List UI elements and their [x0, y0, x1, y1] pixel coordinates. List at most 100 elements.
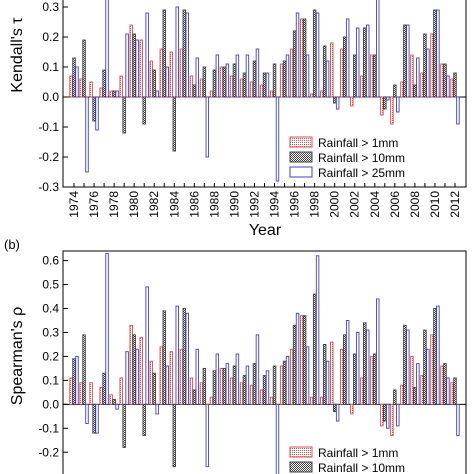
kendall-bar-rainfall-10mm-1988 — [212, 69, 217, 98]
spearman-bar-rainfall-25mm-2011 — [446, 377, 450, 405]
kendall-x-tick-label: 2006 — [388, 191, 402, 218]
kendall-bar-rainfall-25mm-1989 — [225, 63, 230, 98]
spearman-bar-rainfall-1mm-2000 — [330, 341, 334, 405]
kendall-bar-rainfall-1mm-2009 — [420, 72, 424, 98]
spearman-bar-rainfall-1mm-1984 — [169, 351, 174, 405]
spearman-bar-rainfall-1mm-1995 — [279, 365, 284, 405]
spearman-bar-rainfall-10mm-2002 — [353, 353, 357, 405]
kendall-legend-swatch-rainfall-1mm — [289, 136, 313, 148]
kendall-x-tick-label: 1974 — [67, 191, 81, 218]
spearman-bar-rainfall-1mm-2011 — [440, 365, 444, 405]
spearman-bar-rainfall-25mm-1999 — [325, 360, 330, 405]
kendall-bar-rainfall-25mm-1987 — [205, 96, 210, 158]
spearman-bar-rainfall-10mm-1983 — [162, 310, 166, 405]
kendall-bar-rainfall-10mm-1996 — [292, 30, 297, 98]
spearman-bar-rainfall-1mm-1979 — [119, 377, 123, 405]
kendall-bar-rainfall-10mm-1980 — [132, 33, 136, 98]
spearman-bar-rainfall-10mm-1997 — [302, 315, 307, 405]
spearman-bar-rainfall-1mm-1983 — [159, 346, 164, 405]
kendall-bar-rainfall-10mm-1995 — [282, 60, 287, 98]
kendall-bar-rainfall-25mm-1982 — [155, 90, 159, 98]
kendall-bar-rainfall-25mm-2004 — [376, 0, 380, 98]
kendall-bar-rainfall-10mm-2000 — [332, 96, 337, 104]
spearman-bar-rainfall-10mm-1993 — [262, 375, 267, 405]
kendall-bar-rainfall-1mm-2000 — [330, 42, 334, 98]
spearman-y-tick-label: 0.5 — [42, 278, 59, 292]
kendall-bar-rainfall-10mm-1977 — [102, 69, 106, 98]
spearman-y-tick-label: 0.2 — [42, 349, 59, 363]
kendall-bar-rainfall-10mm-2010 — [433, 9, 437, 98]
spearman-bar-rainfall-25mm-1978 — [115, 403, 119, 410]
spearman-bar-rainfall-1mm-2006 — [390, 403, 394, 436]
spearman-bar-rainfall-10mm-2009 — [423, 329, 427, 405]
spearman-bar-rainfall-25mm-1996 — [295, 312, 300, 405]
spearman-bar-rainfall-10mm-1979 — [122, 403, 126, 448]
kendall-bar-rainfall-1mm-2012 — [450, 78, 454, 98]
kendall-x-axis-label: Year — [249, 222, 282, 239]
kendall-bar-rainfall-10mm-2012 — [453, 72, 457, 98]
spearman-bar-rainfall-1mm-1988 — [209, 396, 214, 405]
spearman-y-tick-label: -0.2 — [38, 445, 59, 459]
spearman-bar-rainfall-10mm-1978 — [112, 399, 116, 405]
kendall-bar-rainfall-1mm-2004 — [370, 54, 374, 98]
kendall-bar-rainfall-25mm-1998 — [315, 12, 320, 98]
spearman-bar-rainfall-10mm-2008 — [413, 387, 417, 405]
spearman-bar-rainfall-1mm-1992 — [249, 384, 254, 405]
spearman-bar-rainfall-10mm-1981 — [142, 403, 146, 436]
kendall-bar-rainfall-10mm-2004 — [373, 54, 377, 98]
kendall-bar-rainfall-25mm-2010 — [436, 9, 440, 98]
spearman-bar-rainfall-1mm-2005 — [380, 403, 384, 427]
kendall-bar-rainfall-1mm-2010 — [430, 33, 434, 98]
kendall-bar-rainfall-25mm-2000 — [335, 96, 340, 110]
spearman-bar-rainfall-1mm-1977 — [99, 387, 103, 405]
spearman-bar-rainfall-1mm-1993 — [259, 389, 264, 405]
kendall-bar-rainfall-25mm-1986 — [195, 57, 200, 98]
spearman-panel: (b) -0.2 -0.1 0.0 0.1 0.2 0.3 0.4 0.5 0.6 Spearm… — [4, 237, 467, 474]
kendall-x-tick-label: 1976 — [87, 191, 101, 218]
spearman-bar-rainfall-25mm-1994 — [275, 403, 280, 474]
kendall-x-tick-label: 2004 — [368, 191, 382, 218]
kendall-x-tick-label: 1984 — [167, 191, 181, 218]
kendall-bar-rainfall-1mm-2003 — [360, 75, 364, 98]
spearman-bar-rainfall-10mm-1975 — [82, 334, 86, 405]
spearman-bars — [63, 252, 466, 474]
kendall-bar-rainfall-1mm-1995 — [279, 63, 284, 98]
kendall-y-axis-label: Kendall's τ — [9, 17, 26, 93]
spearman-bar-rainfall-1mm-1994 — [269, 396, 274, 405]
spearman-legend-label-rainfall-1mm: Rainfall > 1mm — [318, 446, 398, 460]
kendall-bar-rainfall-1mm-1981 — [139, 39, 143, 98]
kendall-bar-rainfall-10mm-1989 — [222, 66, 227, 98]
kendall-bar-rainfall-25mm-2003 — [365, 24, 370, 98]
kendall-bar-rainfall-25mm-2011 — [446, 75, 450, 98]
spearman-bar-rainfall-25mm-2007 — [406, 329, 410, 405]
kendall-bar-rainfall-25mm-2008 — [416, 57, 420, 98]
kendall-x-tick-label: 1994 — [268, 191, 282, 218]
spearman-bar-rainfall-25mm-1992 — [255, 334, 260, 405]
spearman-bar-rainfall-25mm-1977 — [105, 252, 109, 405]
spearman-bar-rainfall-25mm-1979 — [125, 351, 129, 405]
spearman-bar-rainfall-1mm-1981 — [139, 336, 143, 405]
kendall-x-tick-label: 2012 — [448, 191, 462, 218]
kendall-x-ticks: 1974 1976 1978 1980 1982 1984 1986 1988 1990 1992… — [67, 191, 462, 218]
spearman-bar-rainfall-1mm-1991 — [239, 382, 244, 405]
spearman-bar-rainfall-25mm-2002 — [355, 332, 360, 405]
kendall-bar-rainfall-25mm-1981 — [145, 12, 149, 98]
spearman-bar-rainfall-25mm-1981 — [145, 286, 149, 405]
kendall-bar-rainfall-1mm-2007 — [400, 81, 404, 98]
kendall-bar-rainfall-25mm-1983 — [165, 66, 169, 98]
kendall-bar-rainfall-1mm-2005 — [380, 96, 384, 116]
kendall-legend-label-rainfall-25mm: Rainfall > 25mm — [318, 166, 405, 180]
spearman-bar-rainfall-1mm-1974 — [69, 377, 73, 405]
kendall-bar-rainfall-25mm-2001 — [345, 18, 350, 98]
kendall-bar-rainfall-10mm-1992 — [252, 60, 257, 98]
spearman-bar-rainfall-10mm-1992 — [252, 363, 257, 405]
spearman-bar-rainfall-25mm-1986 — [195, 348, 200, 405]
spearman-bar-rainfall-10mm-2005 — [383, 403, 387, 422]
kendall-bar-rainfall-1mm-1991 — [239, 78, 244, 98]
kendall-x-tick-label: 1996 — [288, 191, 302, 218]
spearman-bar-rainfall-10mm-1986 — [192, 389, 197, 405]
kendall-bar-rainfall-1mm-1987 — [199, 78, 204, 98]
spearman-bar-rainfall-10mm-1977 — [102, 372, 106, 405]
kendall-bar-rainfall-1mm-1996 — [289, 48, 294, 98]
kendall-bar-rainfall-10mm-2006 — [393, 84, 397, 98]
